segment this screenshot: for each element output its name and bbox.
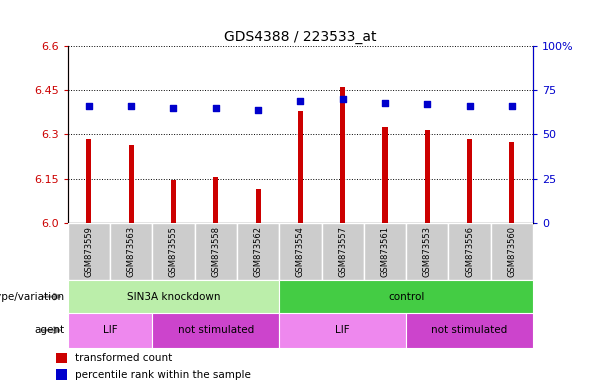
Point (127, 103, 136, 109)
Bar (68, 313, 153, 348)
Bar (153, 223, 194, 280)
Bar (298, 111, 303, 223)
Point (296, 98, 305, 104)
Bar (56, 369, 67, 380)
Bar (448, 223, 491, 280)
Bar (279, 313, 406, 348)
Bar (322, 223, 364, 280)
Text: GSM873561: GSM873561 (380, 226, 389, 277)
Text: GSM873563: GSM873563 (127, 226, 135, 277)
Text: transformed count: transformed count (75, 353, 173, 363)
Bar (509, 142, 514, 223)
Text: agent: agent (35, 325, 65, 335)
Text: GSM873559: GSM873559 (84, 226, 94, 277)
Bar (491, 223, 533, 280)
Bar (256, 189, 260, 223)
Text: percentile rank within the sample: percentile rank within the sample (75, 369, 252, 379)
Bar (425, 130, 430, 223)
Text: GSM873554: GSM873554 (296, 226, 305, 277)
Text: GSM873556: GSM873556 (465, 226, 474, 277)
Text: GSM873560: GSM873560 (507, 226, 517, 277)
Point (84, 103, 94, 109)
Bar (153, 313, 279, 348)
Text: GSM873557: GSM873557 (338, 226, 347, 277)
Point (253, 107, 263, 113)
Text: not stimulated: not stimulated (432, 325, 508, 335)
Point (422, 101, 432, 108)
Text: GSM873558: GSM873558 (211, 226, 220, 277)
Text: LIF: LIF (102, 325, 117, 335)
Point (380, 99, 390, 106)
Bar (171, 180, 176, 223)
Bar (406, 313, 533, 348)
Text: SIN3A knockdown: SIN3A knockdown (127, 291, 220, 302)
Point (507, 103, 517, 109)
Text: LIF: LIF (335, 325, 350, 335)
Bar (128, 145, 134, 223)
Bar (68, 280, 279, 313)
Bar (279, 280, 533, 313)
Bar (467, 139, 472, 223)
Point (169, 105, 178, 111)
Text: GSM873553: GSM873553 (423, 226, 432, 277)
Text: genotype/variation: genotype/variation (0, 291, 65, 302)
Point (211, 105, 220, 111)
Text: control: control (388, 291, 424, 302)
Bar (194, 223, 237, 280)
Bar (56, 353, 67, 363)
Bar (340, 87, 345, 223)
Text: GSM873562: GSM873562 (254, 226, 263, 277)
Bar (110, 223, 153, 280)
Bar (406, 223, 448, 280)
Bar (279, 223, 322, 280)
Title: GDS4388 / 223533_at: GDS4388 / 223533_at (224, 30, 376, 44)
Bar (68, 223, 110, 280)
Point (338, 96, 348, 102)
Text: GSM873555: GSM873555 (169, 226, 178, 277)
Bar (87, 139, 91, 223)
Bar (364, 223, 406, 280)
Point (465, 103, 474, 109)
Bar (237, 223, 279, 280)
Text: not stimulated: not stimulated (178, 325, 254, 335)
Bar (382, 127, 388, 223)
Bar (213, 177, 219, 223)
